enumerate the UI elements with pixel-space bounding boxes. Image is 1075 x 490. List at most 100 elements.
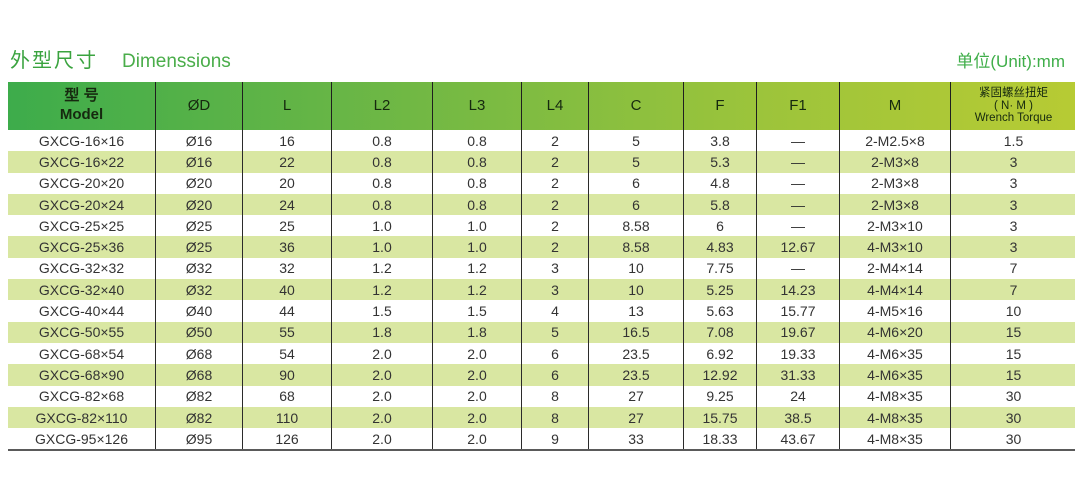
value-cell: 7 <box>950 257 1075 280</box>
value-cell: 5 <box>588 151 684 173</box>
value-cell: 1.0 <box>432 215 522 237</box>
value-cell: 15.75 <box>683 406 757 429</box>
value-cell: 7 <box>950 279 1075 301</box>
value-cell: Ø32 <box>155 257 243 280</box>
value-cell: 3 <box>521 279 589 301</box>
model-cell: GXCG-68×54 <box>38 345 125 362</box>
value-cell: 0.8 <box>331 151 433 173</box>
value-cell: 10 <box>950 300 1075 322</box>
value-cell: 5.63 <box>683 300 757 322</box>
value-cell: 8.58 <box>588 236 684 258</box>
value-cell: 30 <box>950 428 1075 451</box>
value-cell: 18.33 <box>683 428 757 451</box>
value-cell: 27 <box>588 406 684 429</box>
value-cell: 12.92 <box>683 364 757 386</box>
table-row: GXCG-16×22 Ø16 22 0.8 0.8 2 5 5.3—2-M3×8 3 <box>8 151 1075 173</box>
model-cell: GXCG-95×126 <box>35 430 128 447</box>
value-cell: 12.67 <box>756 236 840 258</box>
value-cell: 8 <box>521 385 589 407</box>
value-cell: 54 <box>242 342 332 365</box>
value-cell: 32 <box>242 257 332 280</box>
unit-label: 单位(Unit):mm <box>956 52 1065 71</box>
value-cell: 9 <box>521 428 589 451</box>
value-cell: 6 <box>588 172 684 194</box>
value-cell: 6 <box>683 215 757 237</box>
value-cell: — <box>756 257 840 280</box>
value-cell: 2.0 <box>331 364 433 386</box>
table-row: GXCG-40×44 Ø40 44 1.5 1.5 4 13 5.63 15.77 4-M5×16… <box>8 300 1075 322</box>
value-cell: 1.5 <box>950 130 1075 152</box>
value-cell: 6 <box>521 364 589 386</box>
column-header-4: L3 <box>432 82 522 130</box>
value-cell: 0.8 <box>331 193 433 216</box>
value-cell: Ø20 <box>155 193 243 216</box>
value-cell: 90 <box>242 364 332 386</box>
value-cell: 44 <box>242 300 332 322</box>
value-cell: 4-M6×20 <box>839 321 951 343</box>
value-cell: 4-M4×14 <box>839 279 951 301</box>
value-cell: 1.5 <box>432 300 522 322</box>
value-cell: 0.8 <box>331 130 433 152</box>
value-cell: 23.5 <box>588 342 684 365</box>
value-cell: Ø16 <box>155 130 243 152</box>
value-cell: 14.23 <box>756 279 840 301</box>
value-cell: 0.8 <box>432 151 522 173</box>
value-cell: 1.0 <box>331 236 433 258</box>
value-cell: — <box>756 215 840 237</box>
value-cell: Ø25 <box>155 236 243 258</box>
value-cell: 5 <box>588 130 684 152</box>
value-cell: 10 <box>588 257 684 280</box>
model-cell: GXCG-40×44 <box>38 303 125 320</box>
value-cell: — <box>756 172 840 194</box>
table-row: GXCG-68×54 Ø68 54 2.0 2.0 6 23.5 6.92 19.33 4-M6×… <box>8 342 1075 365</box>
value-cell: 3 <box>950 236 1075 258</box>
value-cell: 1.2 <box>331 257 433 280</box>
value-cell: 23.5 <box>588 364 684 386</box>
column-header-1: ØD <box>155 82 243 130</box>
value-cell: 4-M8×35 <box>839 428 951 451</box>
header-row: 型 号 Model ØD L L2 L3 L4 C F F1 M 紧固螺丝扭矩( N· M ) Wren… <box>8 82 1075 130</box>
value-cell: 2.0 <box>331 428 433 451</box>
value-cell: 2-M4×14 <box>839 257 951 280</box>
model-cell: GXCG-82×110 <box>35 409 128 426</box>
value-cell: 8.58 <box>588 215 684 237</box>
value-cell: 19.67 <box>756 321 840 343</box>
table-row: GXCG-82×68 Ø82 68 2.0 2.0 8 27 9.25 24 4-M8×35 30 <box>8 385 1075 407</box>
table-row: GXCG-20×20 Ø20 20 0.8 0.8 2 6 4.8—2-M3×8 3 <box>8 172 1075 194</box>
value-cell: 1.0 <box>331 215 433 237</box>
value-cell: 1.2 <box>432 279 522 301</box>
value-cell: 2.0 <box>331 406 433 429</box>
value-cell: 4-M3×10 <box>839 236 951 258</box>
value-cell: 6 <box>588 193 684 216</box>
value-cell: 2 <box>521 215 589 237</box>
model-cell: GXCG-82×68 <box>38 388 125 405</box>
value-cell: Ø16 <box>155 151 243 173</box>
column-header-7: F <box>683 82 757 130</box>
value-cell: 33 <box>588 428 684 451</box>
model-cell: GXCG-16×22 <box>38 153 125 170</box>
table-row: GXCG-25×36 Ø25 36 1.0 1.0 2 8.58 4.83 12.67 4-M3×… <box>8 236 1075 258</box>
value-cell: 0.8 <box>432 130 522 152</box>
value-cell: 15 <box>950 321 1075 343</box>
model-cell: GXCG-16×16 <box>38 132 125 149</box>
value-cell: 30 <box>950 406 1075 429</box>
value-cell: 5 <box>521 321 589 343</box>
value-cell: 2.0 <box>432 385 522 407</box>
value-cell: 3 <box>521 257 589 280</box>
value-cell: 68 <box>242 385 332 407</box>
value-cell: 1.2 <box>331 279 433 301</box>
model-cell: GXCG-20×24 <box>38 196 125 213</box>
value-cell: 16 <box>242 130 332 152</box>
column-header-10: 紧固螺丝扭矩( N· M ) Wrench Torque <box>950 82 1075 130</box>
value-cell: Ø32 <box>155 279 243 301</box>
value-cell: 2.0 <box>432 428 522 451</box>
value-cell: 2-M3×10 <box>839 215 951 237</box>
value-cell: Ø40 <box>155 300 243 322</box>
value-cell: 4 <box>521 300 589 322</box>
value-cell: 36 <box>242 236 332 258</box>
value-cell: Ø82 <box>155 385 243 407</box>
value-cell: Ø68 <box>155 342 243 365</box>
value-cell: 7.08 <box>683 321 757 343</box>
value-cell: 5.25 <box>683 279 757 301</box>
value-cell: 0.8 <box>432 193 522 216</box>
